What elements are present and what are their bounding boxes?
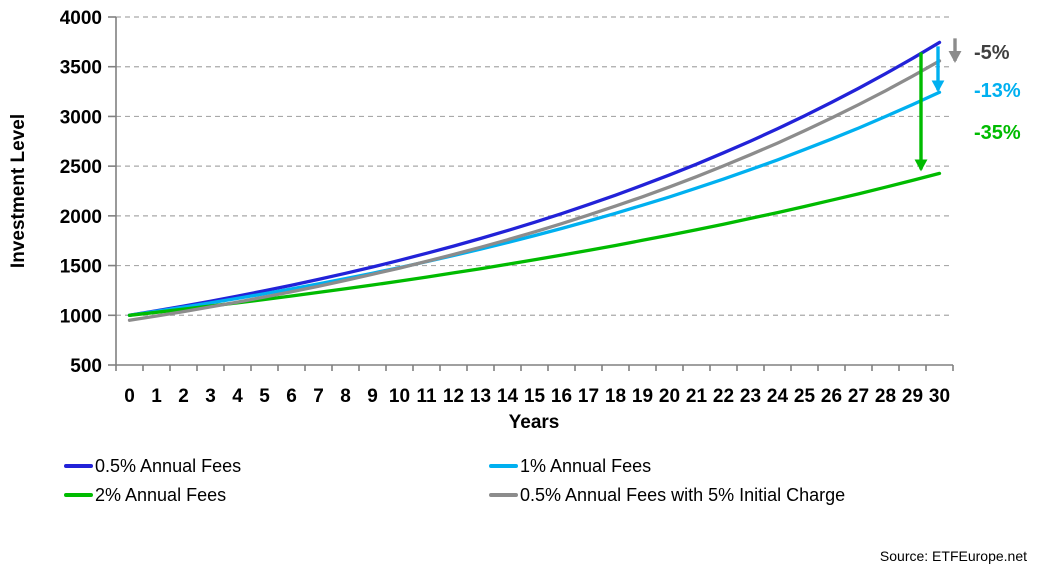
x-tick-label: 3 — [205, 386, 216, 407]
x-tick-label: 6 — [286, 386, 297, 407]
y-tick-label: 1000 — [60, 306, 102, 327]
x-tick-label: 23 — [740, 386, 761, 407]
x-tick-label: 17 — [578, 386, 599, 407]
x-tick-label: 13 — [470, 386, 491, 407]
x-tick-label: 10 — [389, 386, 410, 407]
x-tick-label: 7 — [313, 386, 324, 407]
x-tick-label: 0 — [124, 386, 135, 407]
gridlines — [116, 16, 953, 316]
x-tick-label: 29 — [902, 386, 923, 407]
x-tick-label: 16 — [551, 386, 572, 407]
y-tick-label: 4000 — [60, 8, 102, 29]
x-tick-label: 1 — [151, 386, 162, 407]
y-tick-label: 2500 — [60, 157, 102, 178]
x-tick-label: 8 — [340, 386, 351, 407]
series-line-0-5-annual-fees — [127, 40, 942, 317]
y-tick-label: 500 — [70, 356, 102, 377]
x-tick-label: 25 — [794, 386, 816, 407]
source-credit: Source: ETFEurope.net — [879, 548, 1027, 564]
x-tick-label: 11 — [416, 386, 437, 407]
x-tick-label: 21 — [686, 386, 708, 407]
y-tick-label: 1500 — [60, 257, 102, 278]
drop-percentage-label: -35% — [974, 122, 1021, 144]
x-tick-label: 5 — [259, 386, 270, 407]
x-tick-label: 2 — [178, 386, 189, 407]
x-tick-label: 18 — [605, 386, 626, 407]
y-axis-title: Investment Level — [8, 114, 29, 268]
x-tick-label: 12 — [443, 386, 464, 407]
x-tick-label: 19 — [632, 386, 653, 407]
x-tick-label: 26 — [821, 386, 842, 407]
series-line-2-annual-fees — [127, 171, 942, 317]
x-tick-label: 4 — [232, 386, 243, 407]
drop-percentage-label: -13% — [974, 80, 1021, 102]
x-tick-label: 27 — [848, 386, 869, 407]
x-tick-label: 24 — [767, 386, 789, 407]
drop-arrows: -5% -13% -35% — [914, 38, 1021, 172]
x-tick-label: 28 — [875, 386, 896, 407]
x-tick-label: 15 — [524, 386, 546, 407]
series-line-1-annual-fees — [127, 90, 942, 317]
series-lines — [127, 40, 942, 322]
y-tick-label: 3500 — [60, 58, 102, 79]
x-tick-label: 20 — [659, 386, 680, 407]
x-tick-label: 14 — [497, 386, 519, 407]
x-tick-label: 22 — [713, 386, 734, 407]
series-line-0-5-annual-fees-with-5-initial-charge — [127, 59, 942, 322]
x-tick-label: 30 — [929, 386, 950, 407]
x-axis-title: Years — [509, 412, 560, 433]
y-tick-label: 3000 — [60, 107, 102, 128]
drop-percentage-label: -5% — [974, 42, 1010, 64]
y-tick-label: 2000 — [60, 207, 102, 228]
x-tick-label: 9 — [367, 386, 378, 407]
